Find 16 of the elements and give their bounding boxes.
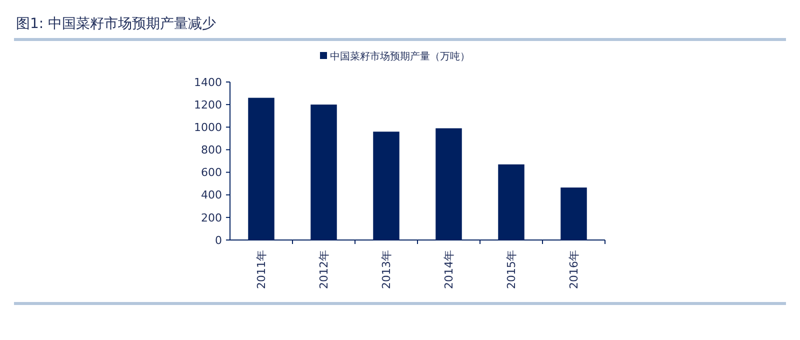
y-tick-label: 1200 (194, 98, 222, 112)
x-tick-label: 2011年 (255, 250, 268, 289)
x-tick-label: 2016年 (568, 250, 581, 289)
y-tick-label: 0 (215, 234, 222, 247)
x-tick-label: 2015年 (505, 250, 518, 289)
x-tick-label: 2012年 (318, 250, 331, 289)
y-tick-label: 200 (201, 211, 222, 224)
y-tick-label: 800 (201, 144, 222, 157)
x-tick-label: 2013年 (380, 250, 394, 289)
x-tick-label: 2014年 (442, 250, 456, 289)
y-tick-label: 1400 (194, 76, 222, 89)
y-tick-label: 600 (201, 166, 222, 180)
text: 图1: 中国菜籽市场预期产量减少 (16, 16, 216, 32)
y-tick-label: 1000 (194, 120, 222, 134)
legend-label: 中国菜籽市场预期产量（万吨） (330, 50, 470, 62)
y-tick-label: 400 (201, 188, 222, 202)
